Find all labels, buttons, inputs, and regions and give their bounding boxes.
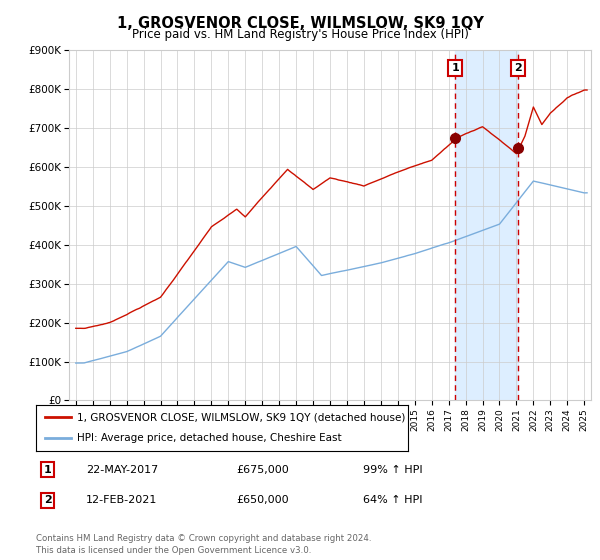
Text: 2: 2 xyxy=(515,63,523,73)
Text: Price paid vs. HM Land Registry's House Price Index (HPI): Price paid vs. HM Land Registry's House … xyxy=(131,28,469,41)
Text: 1: 1 xyxy=(451,63,459,73)
Text: This data is licensed under the Open Government Licence v3.0.: This data is licensed under the Open Gov… xyxy=(36,546,311,555)
Text: HPI: Average price, detached house, Cheshire East: HPI: Average price, detached house, Ches… xyxy=(77,433,341,444)
Text: 22-MAY-2017: 22-MAY-2017 xyxy=(86,465,158,474)
Text: 1, GROSVENOR CLOSE, WILMSLOW, SK9 1QY (detached house): 1, GROSVENOR CLOSE, WILMSLOW, SK9 1QY (d… xyxy=(77,412,405,422)
Bar xyxy=(455,50,518,400)
Text: 1, GROSVENOR CLOSE, WILMSLOW, SK9 1QY: 1, GROSVENOR CLOSE, WILMSLOW, SK9 1QY xyxy=(116,16,484,31)
Text: £675,000: £675,000 xyxy=(236,465,289,474)
Text: 99% ↑ HPI: 99% ↑ HPI xyxy=(364,465,423,474)
Text: 12-FEB-2021: 12-FEB-2021 xyxy=(86,496,158,505)
Text: 1: 1 xyxy=(44,465,52,474)
Text: £650,000: £650,000 xyxy=(236,496,289,505)
Text: 64% ↑ HPI: 64% ↑ HPI xyxy=(364,496,423,505)
Text: Contains HM Land Registry data © Crown copyright and database right 2024.: Contains HM Land Registry data © Crown c… xyxy=(36,534,371,543)
Text: 2: 2 xyxy=(44,496,52,505)
